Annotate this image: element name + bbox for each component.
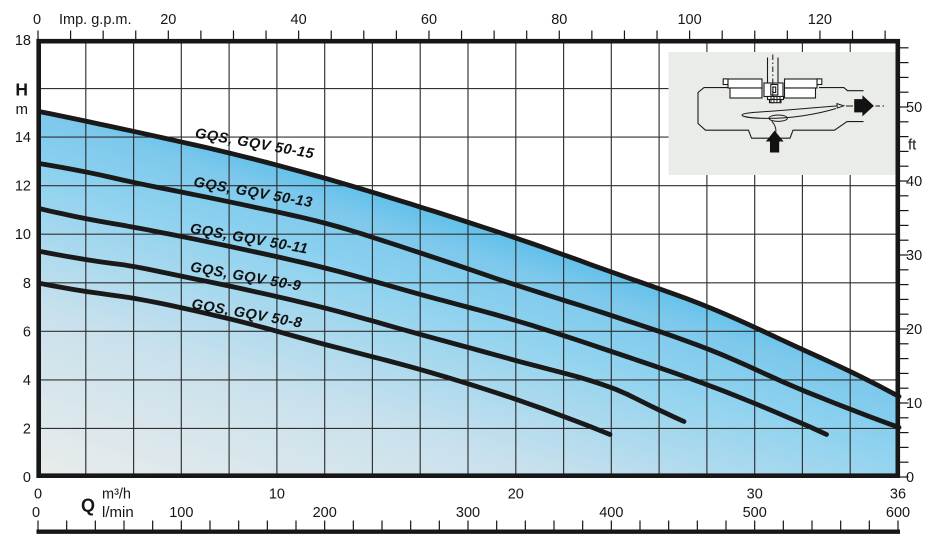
svg-text:8: 8 <box>23 276 31 292</box>
svg-text:20: 20 <box>160 12 176 28</box>
svg-text:200: 200 <box>313 505 337 521</box>
svg-text:l/min: l/min <box>102 504 134 521</box>
svg-text:ft: ft <box>908 137 917 154</box>
svg-text:4: 4 <box>23 373 31 389</box>
svg-text:30: 30 <box>906 248 922 264</box>
svg-text:40: 40 <box>906 174 922 190</box>
svg-text:Q: Q <box>81 496 95 516</box>
svg-text:60: 60 <box>421 12 437 28</box>
svg-text:500: 500 <box>743 505 767 521</box>
svg-text:m³/h: m³/h <box>102 487 131 503</box>
svg-text:40: 40 <box>291 12 307 28</box>
svg-text:6: 6 <box>23 324 31 340</box>
svg-text:H: H <box>15 80 28 100</box>
svg-text:18: 18 <box>15 33 31 49</box>
svg-text:600: 600 <box>886 505 910 521</box>
svg-text:20: 20 <box>508 487 524 503</box>
svg-text:10: 10 <box>906 396 922 412</box>
svg-text:12: 12 <box>15 179 31 195</box>
svg-text:120: 120 <box>808 12 832 28</box>
svg-text:400: 400 <box>599 505 623 521</box>
svg-text:0: 0 <box>906 470 914 486</box>
svg-text:2: 2 <box>23 421 31 437</box>
svg-text:30: 30 <box>747 487 763 503</box>
svg-text:14: 14 <box>15 130 31 146</box>
svg-text:36: 36 <box>890 487 906 503</box>
svg-text:20: 20 <box>906 322 922 338</box>
svg-text:50: 50 <box>906 100 922 116</box>
svg-text:0: 0 <box>33 12 41 28</box>
svg-text:0: 0 <box>23 470 31 486</box>
svg-text:100: 100 <box>677 12 701 28</box>
svg-text:80: 80 <box>551 12 567 28</box>
svg-text:0: 0 <box>34 487 42 503</box>
svg-text:100: 100 <box>169 505 193 521</box>
svg-text:10: 10 <box>269 487 285 503</box>
svg-text:Imp. g.p.m.: Imp. g.p.m. <box>59 12 132 28</box>
svg-text:10: 10 <box>15 227 31 243</box>
svg-text:0: 0 <box>32 505 40 521</box>
svg-text:300: 300 <box>456 505 480 521</box>
svg-text:m: m <box>16 101 29 118</box>
